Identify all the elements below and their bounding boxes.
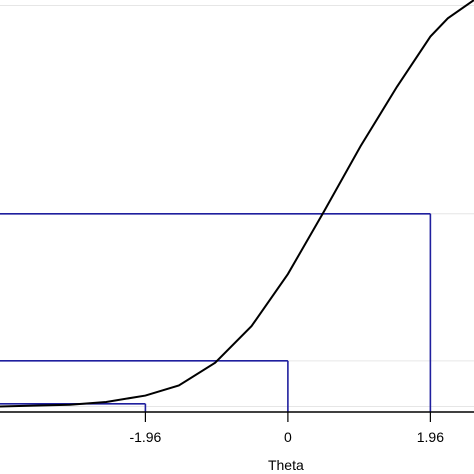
grid bbox=[0, 4, 474, 408]
x-tick-label-1: 0 bbox=[284, 429, 292, 445]
x-tick-label-2: 1.96 bbox=[417, 429, 444, 445]
x-axis-title: Theta bbox=[268, 457, 304, 473]
reference-lines bbox=[0, 212, 432, 412]
x-tick-label-0: -1.96 bbox=[129, 429, 161, 445]
x-axis-ticks: -1.96 0 1.96 bbox=[129, 412, 444, 445]
series-line bbox=[0, 0, 474, 408]
